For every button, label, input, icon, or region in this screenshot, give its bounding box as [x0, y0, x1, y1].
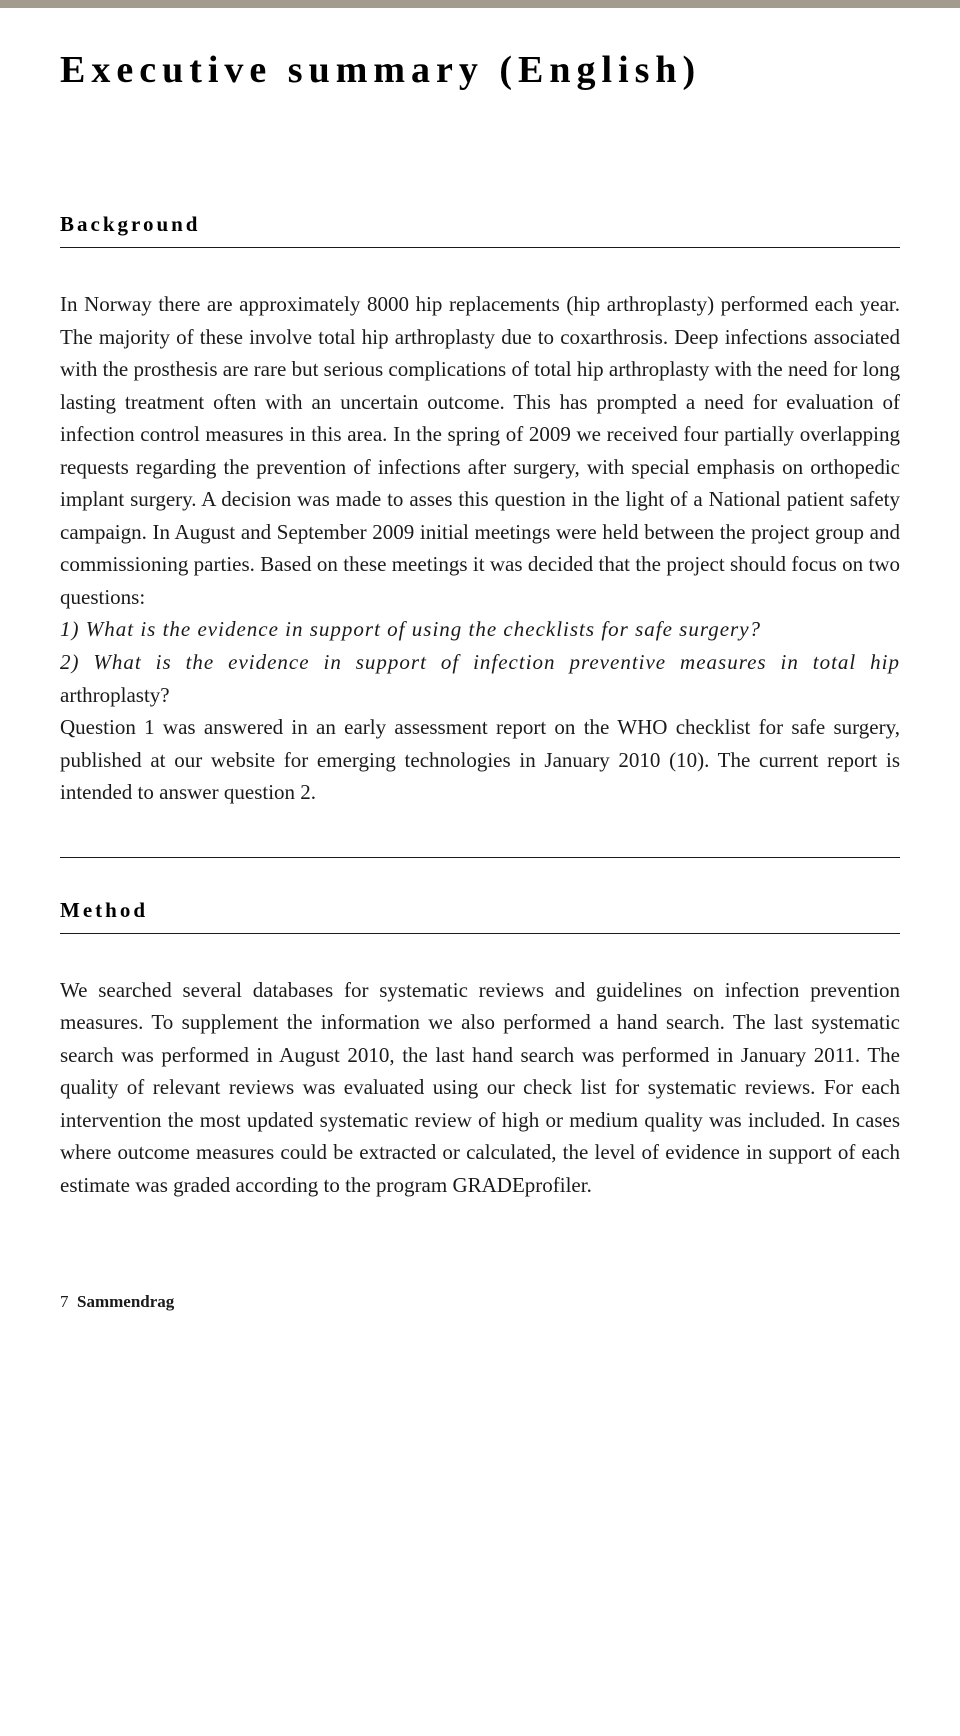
- background-paragraph-1: In Norway there are approximately 8000 h…: [60, 292, 900, 609]
- page-content: Executive summary (English) Background I…: [0, 48, 960, 1362]
- background-paragraph-2: Question 1 was answered in an early asse…: [60, 715, 900, 804]
- background-body: In Norway there are approximately 8000 h…: [60, 288, 900, 809]
- page-number: 7: [60, 1292, 69, 1311]
- page-title: Executive summary (English): [60, 48, 900, 92]
- method-paragraph-1: We searched several databases for system…: [60, 978, 900, 1197]
- question-2-tail: arthroplasty?: [60, 683, 170, 707]
- question-2-pre: 2) What is the evidence in support of in…: [60, 650, 900, 674]
- section-heading-background: Background: [60, 212, 900, 248]
- method-body: We searched several databases for system…: [60, 974, 900, 1202]
- top-bar: [0, 0, 960, 8]
- page-footer: 7 Sammendrag: [60, 1292, 900, 1312]
- question-1: 1) What is the evidence in support of us…: [60, 617, 761, 641]
- section-heading-method: Method: [60, 857, 900, 934]
- page-footer-label: Sammendrag: [77, 1292, 174, 1311]
